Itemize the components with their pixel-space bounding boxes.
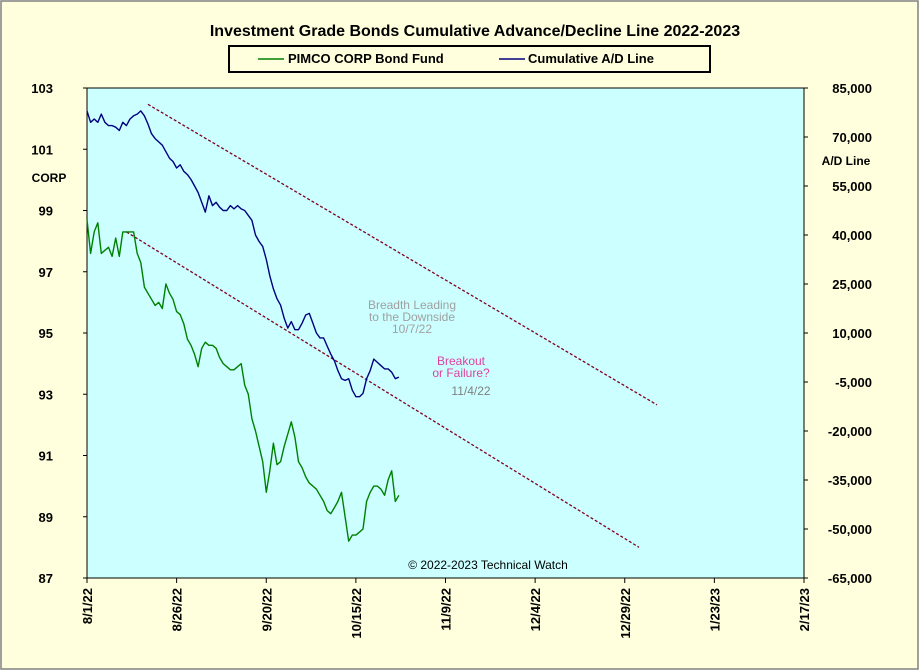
chart-title: Investment Grade Bonds Cumulative Advanc…	[210, 23, 740, 40]
trendline	[147, 103, 658, 406]
copyright-text: © 2022-2023 Technical Watch	[408, 558, 568, 572]
left-tick-label: 87	[39, 571, 53, 586]
left-tick-label: 99	[39, 204, 53, 219]
trendlines	[126, 103, 658, 548]
annotation-text: to the Downside	[369, 310, 455, 324]
left-axis: 103 101 99 97 95 93 91 89 87 CORP	[31, 81, 87, 586]
annotation-text: Breakout	[437, 354, 486, 368]
x-tick-label: 2/17/23	[797, 588, 812, 631]
x-tick-label: 9/20/22	[259, 588, 274, 631]
x-tick-label: 8/26/22	[170, 588, 185, 631]
x-axis: 8/1/22 8/26/22 9/20/22 10/15/22 11/9/22 12/4/…	[80, 578, 812, 639]
legend-box	[228, 45, 711, 73]
x-tick-label: 1/23/23	[707, 588, 722, 631]
right-tick-label: 40,000	[832, 228, 872, 243]
plot-area	[86, 87, 805, 579]
left-tick-label: 89	[39, 510, 53, 525]
right-tick-label: -65,000	[828, 571, 872, 586]
x-tick-label: 12/29/22	[618, 588, 633, 639]
x-tick-label: 11/9/22	[439, 588, 454, 631]
legend-label: Cumulative A/D Line	[528, 51, 654, 66]
right-tick-label: 70,000	[832, 130, 872, 145]
right-axis-label: A/D Line	[822, 154, 871, 168]
right-tick-label: -5,000	[835, 375, 872, 390]
annotation-text: 11/4/22	[451, 384, 490, 398]
left-tick-label: 91	[39, 449, 53, 464]
left-tick-label: 95	[39, 326, 53, 341]
right-tick-label: -35,000	[828, 473, 872, 488]
legend: PIMCO CORP Bond Fund Cumulative A/D Line	[228, 45, 711, 73]
annotation-text: 10/7/22	[392, 322, 432, 336]
annotation-text: or Failure?	[432, 366, 490, 380]
trendline	[126, 231, 640, 548]
left-axis-label: CORP	[32, 171, 67, 185]
right-tick-label: -50,000	[828, 522, 872, 537]
series-line	[86, 110, 400, 398]
right-tick-label: 10,000	[832, 326, 872, 341]
right-tick-label: 55,000	[832, 179, 872, 194]
series-lines	[86, 110, 400, 542]
x-tick-label: 10/15/22	[349, 588, 364, 639]
right-tick-label: 25,000	[832, 277, 872, 292]
right-tick-label: -20,000	[828, 424, 872, 439]
series-line	[86, 219, 400, 542]
left-tick-label: 101	[31, 142, 53, 157]
right-axis: 85,000 70,000 55,000 40,000 25,000 10,000 -5,0…	[804, 81, 872, 586]
x-tick-label: 8/1/22	[80, 588, 95, 624]
left-tick-label: 103	[31, 81, 53, 96]
right-tick-label: 85,000	[832, 81, 872, 96]
left-tick-label: 97	[39, 265, 53, 280]
left-tick-label: 93	[39, 387, 53, 402]
annotation-text: Breadth Leading	[368, 298, 456, 312]
legend-label: PIMCO CORP Bond Fund	[288, 51, 444, 66]
x-tick-label: 12/4/22	[528, 588, 543, 631]
